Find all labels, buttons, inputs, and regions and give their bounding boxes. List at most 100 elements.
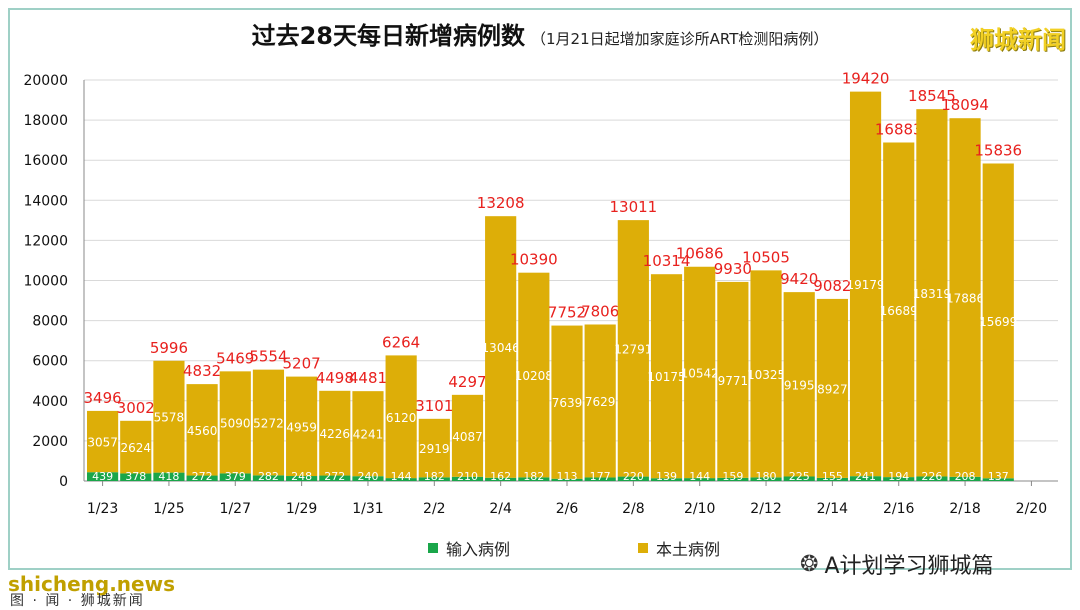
y-tick-label: 6000 — [32, 354, 68, 370]
data-label-imported: 379 — [225, 470, 246, 483]
data-label-local: 4087 — [452, 430, 483, 444]
legend-label-imported: 输入病例 — [446, 540, 511, 559]
data-label-total: 3002 — [117, 399, 155, 417]
bar-local — [385, 355, 417, 479]
data-label-total: 18545 — [908, 87, 956, 105]
bar-local — [551, 325, 583, 479]
bar-imported — [153, 472, 185, 481]
data-label-local: 2624 — [120, 441, 151, 455]
data-label-total: 10505 — [742, 248, 790, 266]
x-tick-label: 2/6 — [556, 501, 579, 517]
x-tick-label: 1/25 — [153, 501, 184, 517]
data-label-local: 7639 — [552, 396, 583, 410]
bar-local — [153, 360, 185, 473]
bar-local — [518, 272, 550, 478]
data-label-imported: 418 — [158, 470, 179, 483]
data-label-local: 18319 — [913, 287, 951, 301]
bar-local — [87, 410, 119, 473]
data-label-imported: 182 — [523, 470, 544, 483]
bar-imported — [584, 477, 616, 481]
data-label-imported: 144 — [689, 470, 710, 483]
bar-imported — [949, 476, 981, 481]
bar-imported — [352, 476, 384, 481]
bar-local — [186, 384, 218, 476]
watermark-sub: 图 · 闻 · 狮城新闻 — [10, 593, 145, 609]
title-block: 过去28天每日新增病例数 （1月21日起增加家庭诊所ART检测阳病例） — [0, 16, 1080, 51]
data-label-total: 13011 — [609, 198, 657, 216]
x-tick-label: 2/18 — [949, 501, 980, 517]
data-label-total: 10686 — [676, 245, 724, 263]
bar-imported — [916, 476, 948, 481]
data-label-imported: 272 — [324, 470, 345, 483]
bar-imported — [485, 477, 517, 481]
data-label-imported: 162 — [490, 470, 511, 483]
wechat-account-name: A计划学习狮城篇 — [824, 554, 994, 579]
bar-imported — [883, 477, 915, 481]
data-label-total: 4832 — [183, 362, 221, 380]
brand-logo-text: 狮城新闻 — [970, 26, 1066, 54]
data-label-total: 5207 — [283, 355, 321, 373]
wechat-account: ❂ A计划学习狮城篇 — [800, 548, 994, 580]
bar-local — [883, 142, 915, 478]
watermark: shicheng.news — [8, 572, 175, 596]
x-tick-label: 1/23 — [87, 501, 118, 517]
bar-imported — [650, 478, 683, 481]
y-tick-label: 2000 — [32, 434, 68, 450]
x-tick-label: 1/29 — [286, 501, 317, 517]
bar-imported — [451, 476, 484, 481]
data-label-total: 18094 — [941, 96, 989, 114]
data-label-total: 3101 — [415, 397, 453, 415]
x-tick-label: 1/27 — [220, 501, 251, 517]
bar-imported — [120, 473, 152, 481]
bar-imported — [617, 476, 649, 481]
bar-imported — [219, 473, 251, 481]
data-label-local: 8927 — [817, 382, 848, 396]
data-label-local: 12791 — [614, 342, 652, 356]
data-label-imported: 139 — [656, 470, 677, 483]
data-label-local: 10325 — [747, 368, 785, 382]
data-label-imported: 137 — [988, 470, 1009, 483]
y-tick-label: 12000 — [23, 233, 68, 249]
data-label-imported: 177 — [590, 470, 611, 483]
x-tick-label: 2/8 — [622, 501, 645, 517]
bar-local — [982, 163, 1014, 479]
bar-local — [783, 292, 815, 477]
bar-local — [319, 390, 351, 476]
data-label-local: 5272 — [253, 416, 284, 430]
data-label-local: 6120 — [386, 411, 417, 425]
data-label-imported: 248 — [291, 470, 312, 483]
bar-imported — [319, 475, 351, 481]
x-tick-label: 2/4 — [489, 501, 512, 517]
data-label-imported: 159 — [722, 470, 743, 483]
data-label-imported: 225 — [789, 470, 810, 483]
bar-local — [352, 391, 384, 477]
bar-local — [584, 324, 616, 478]
bar-imported — [186, 475, 218, 481]
bar-local — [849, 91, 882, 477]
data-label-local: 5090 — [220, 416, 251, 430]
bar-imported — [982, 478, 1014, 481]
x-tick-label: 2/12 — [750, 501, 781, 517]
bar-local — [252, 369, 285, 476]
bar-local — [219, 371, 251, 474]
bar-local — [418, 418, 450, 478]
data-label-total: 3496 — [83, 389, 121, 407]
data-label-total: 9930 — [714, 260, 752, 278]
data-label-local: 9195 — [784, 378, 815, 392]
x-tick-label: 2/10 — [684, 501, 715, 517]
data-label-local: 4241 — [353, 428, 384, 442]
data-label-total: 5996 — [150, 339, 188, 357]
legend-label-local: 本土病例 — [656, 540, 721, 559]
bar-imported — [252, 475, 285, 481]
data-label-local: 4560 — [187, 424, 218, 438]
data-label-imported: 378 — [125, 470, 146, 483]
data-label-local: 4959 — [286, 420, 317, 434]
data-label-local: 10175 — [647, 370, 685, 384]
data-label-local: 19179 — [846, 278, 884, 292]
bar-local — [717, 281, 749, 478]
x-tick-label: 2/16 — [883, 501, 915, 517]
data-label-imported: 180 — [756, 470, 777, 483]
data-label-imported: 439 — [92, 470, 113, 483]
data-label-total: 15836 — [974, 141, 1022, 159]
bar-local — [750, 270, 782, 478]
